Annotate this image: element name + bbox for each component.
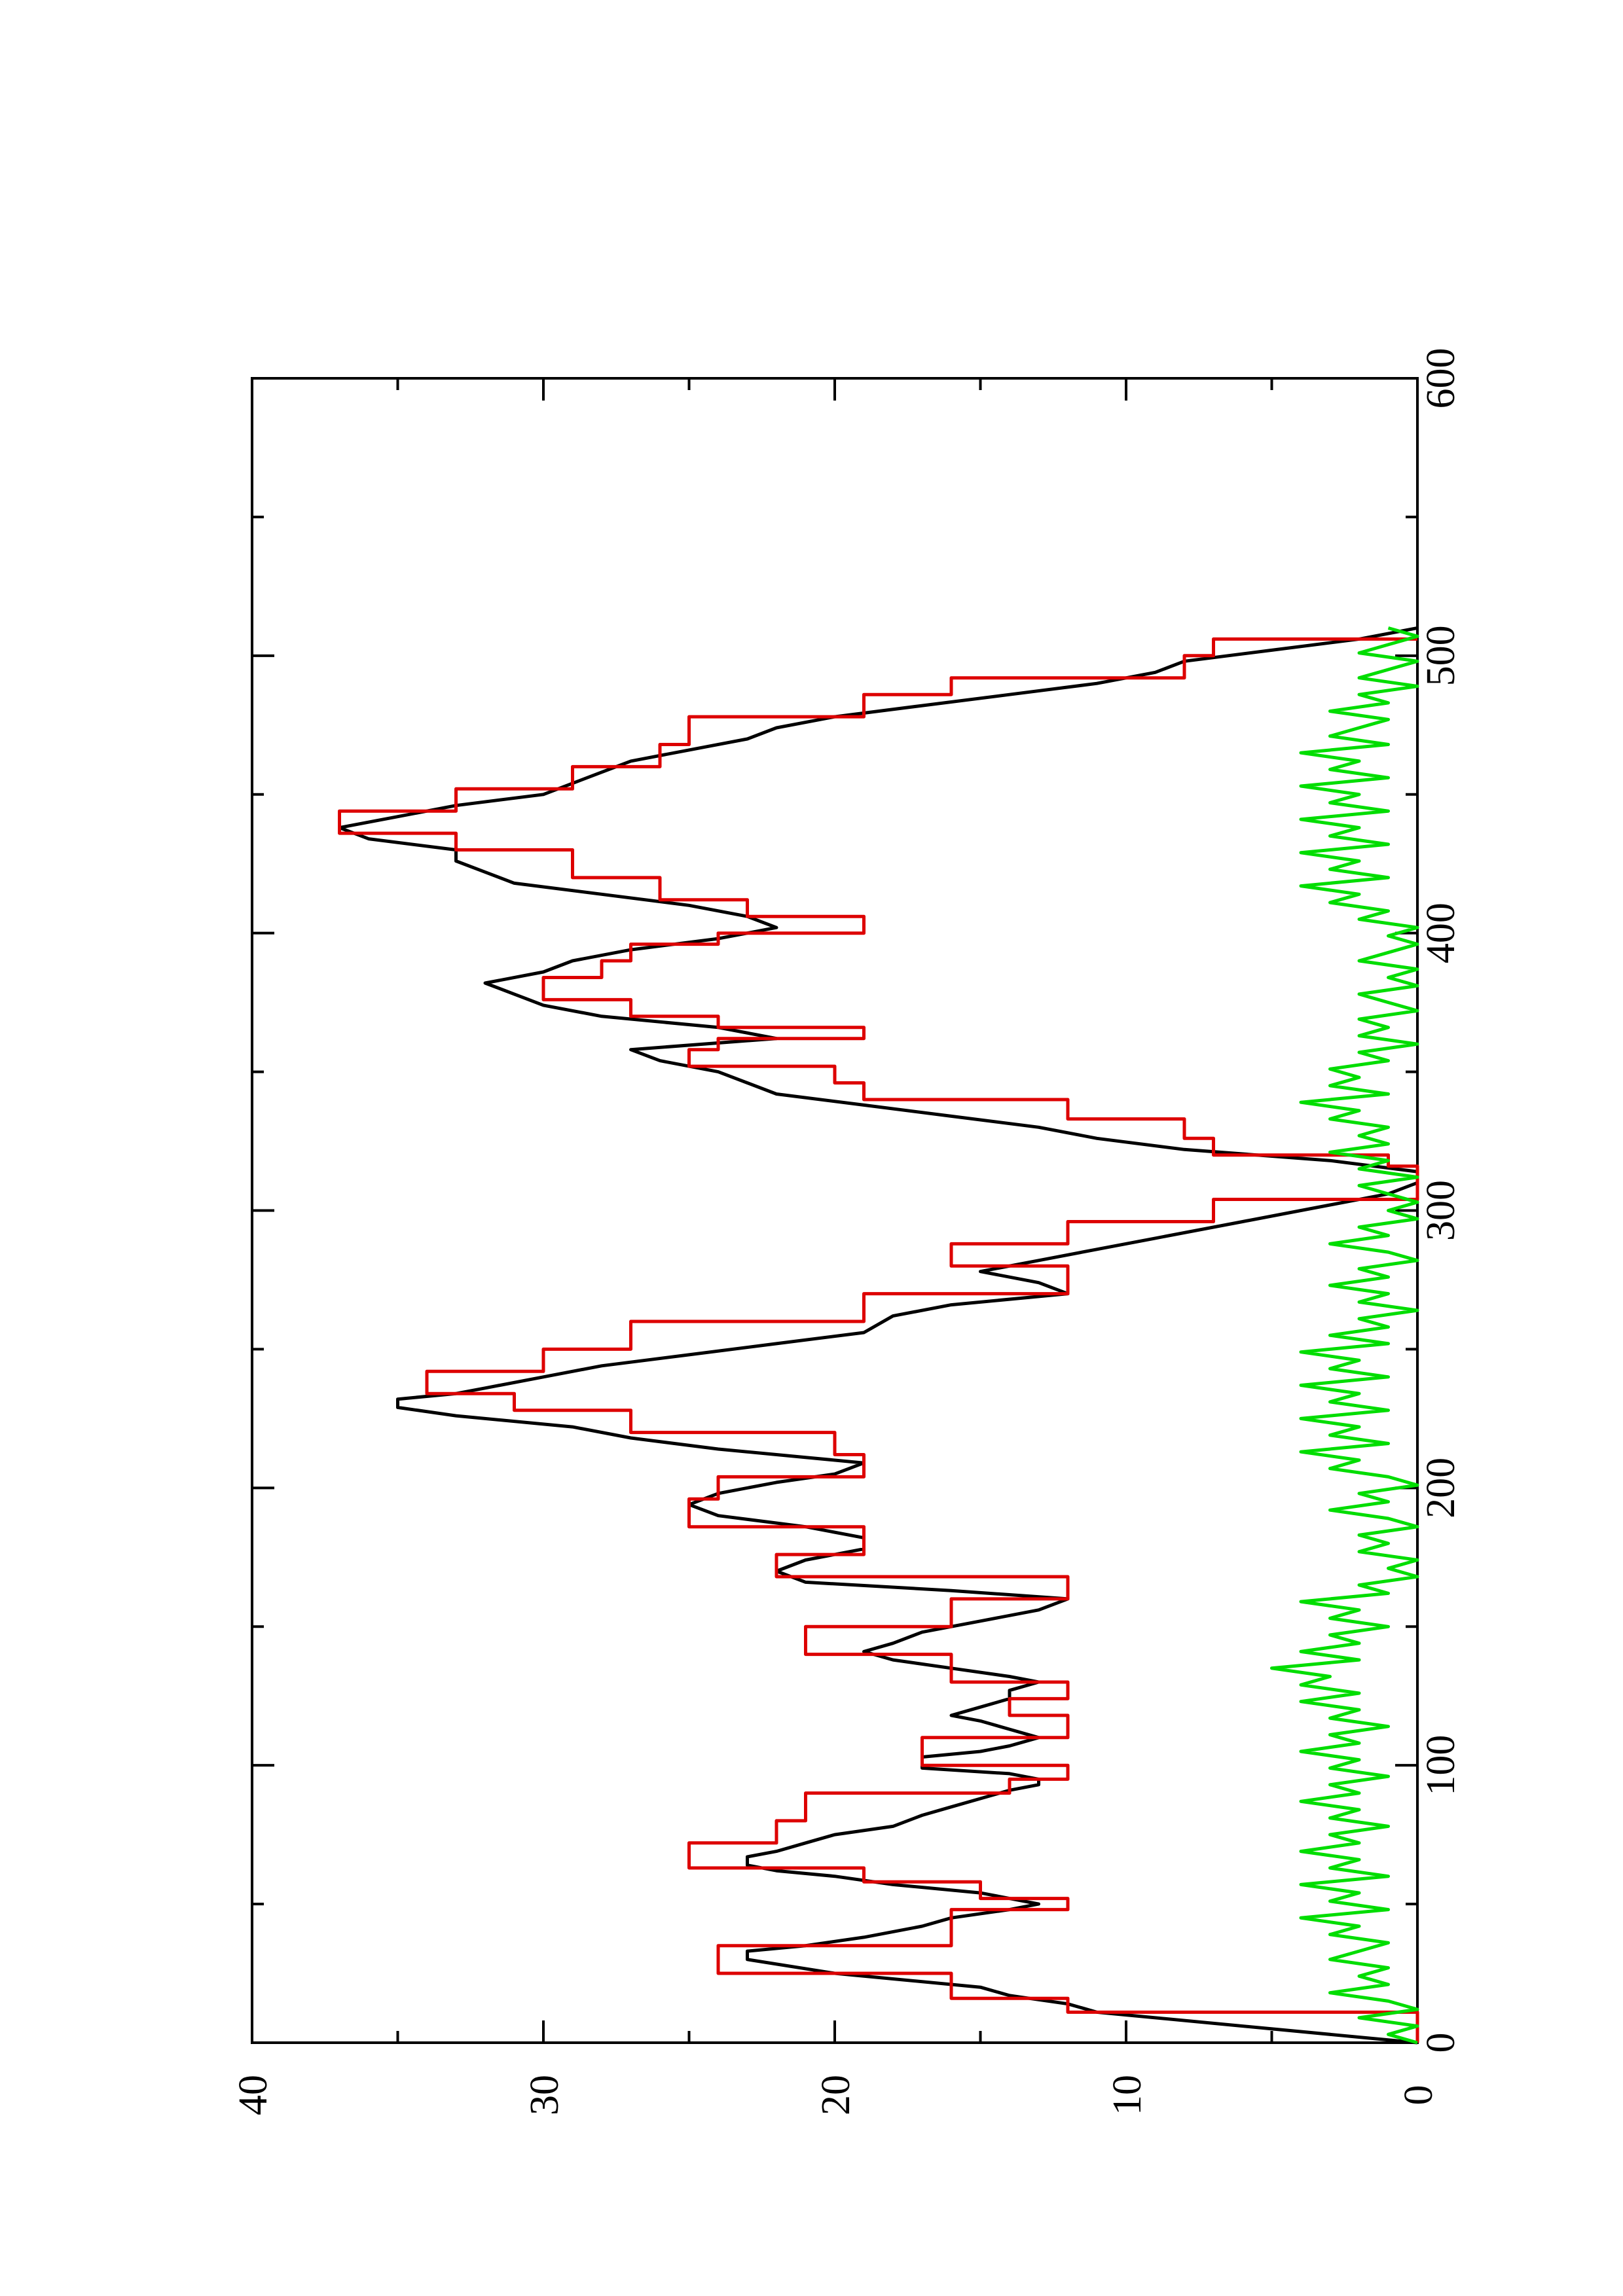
y-tick-label: 0 [1396,2085,1441,2106]
series-line-2 [338,637,1419,2043]
series-line-1 [338,626,1419,2045]
x-tick-label: 300 [1419,1180,1463,1241]
y-tick-label: 40 [231,2075,276,2115]
x-tick-label: 500 [1419,625,1463,686]
x-tick-label: 0 [1419,2033,1463,2053]
y-tick-label: 20 [814,2075,858,2115]
tick-marks [251,377,1419,2044]
y-tick-label: 30 [522,2075,567,2115]
x-tick-label: 600 [1419,348,1463,409]
series-group [338,626,1419,2045]
x-tick-label: 200 [1419,1458,1463,1518]
x-tick-label: 100 [1419,1735,1463,1796]
tick-labels: 0 100 200 300 400 500 600 0 10 20 30 40 [231,348,1463,2116]
series-line-3 [1270,626,1419,2045]
y-tick-label: 10 [1105,2075,1150,2115]
x-tick-label: 400 [1419,903,1463,963]
